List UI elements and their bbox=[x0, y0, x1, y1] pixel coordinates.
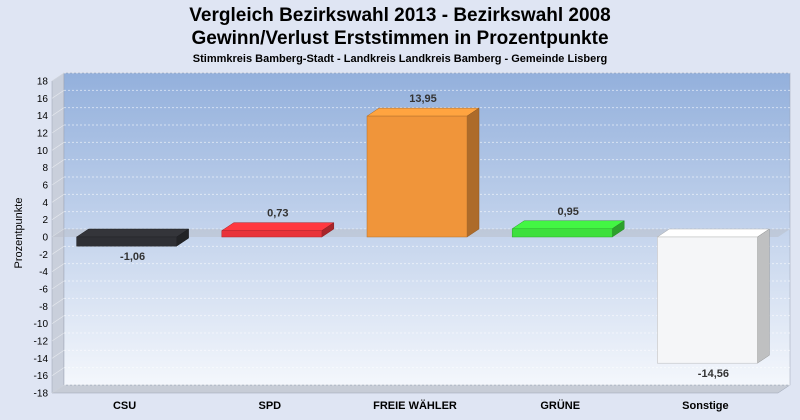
y-tick-label: 2 bbox=[42, 215, 48, 226]
bar-top-face bbox=[656, 228, 771, 238]
gridline-side bbox=[51, 211, 65, 220]
chart-subtitle: Stimmkreis Bamberg-Stadt - Landkreis Lan… bbox=[192, 53, 608, 65]
bar-front-face bbox=[657, 236, 758, 364]
bar-top-face bbox=[220, 222, 335, 231]
bar-gr-ne bbox=[511, 220, 626, 238]
gridline-side bbox=[51, 142, 65, 151]
y-tick-label: -2 bbox=[39, 250, 48, 261]
x-category-label: FREIE WÄHLER bbox=[373, 399, 457, 412]
y-tick-label: 6 bbox=[42, 181, 48, 192]
gridline-side bbox=[51, 176, 65, 186]
bar-front-face bbox=[366, 115, 468, 238]
gridline-side bbox=[51, 159, 65, 168]
gridline-side bbox=[51, 124, 65, 134]
y-tick-label: 4 bbox=[42, 198, 48, 209]
x-category-label: CSU bbox=[113, 400, 136, 412]
y-tick-label: 10 bbox=[37, 146, 49, 157]
y-tick-label: -6 bbox=[39, 285, 48, 296]
bar-value-label: -14,56 bbox=[698, 368, 729, 380]
gridline-side bbox=[51, 298, 65, 307]
bar-side-face bbox=[757, 228, 770, 364]
bar-side-face bbox=[466, 107, 480, 238]
y-tick-label: -4 bbox=[39, 267, 48, 278]
gridline-side bbox=[51, 350, 65, 359]
bar-csu bbox=[75, 228, 190, 247]
bar-value-label: 13,95 bbox=[409, 93, 437, 105]
y-tick-label: -10 bbox=[34, 319, 49, 330]
plot-floor bbox=[51, 384, 791, 394]
x-category-label: SPD bbox=[258, 400, 281, 412]
y-tick-label: -14 bbox=[34, 354, 49, 365]
gridline-side bbox=[51, 384, 65, 394]
gridline-side bbox=[51, 315, 65, 324]
y-tick-label: 8 bbox=[42, 163, 48, 174]
x-category-label: GRÜNE bbox=[540, 399, 580, 412]
gridline-side bbox=[51, 332, 65, 342]
gridline-side bbox=[51, 107, 65, 116]
y-tick-label: -12 bbox=[34, 337, 49, 348]
gridline-side bbox=[51, 263, 65, 272]
gridline-side bbox=[51, 246, 65, 255]
bar-top-face bbox=[511, 220, 626, 230]
bar-freie-w-hler bbox=[366, 107, 480, 238]
y-tick-label: -18 bbox=[34, 389, 49, 400]
chart-title-line-2: Gewinn/Verlust Erststimmen in Prozentpun… bbox=[191, 28, 609, 49]
y-tick-label: 18 bbox=[37, 77, 49, 88]
y-tick-label: 0 bbox=[42, 233, 48, 244]
chart-title: Vergleich Bezirkswahl 2013 - Bezirkswahl… bbox=[189, 5, 611, 26]
gridline-side bbox=[51, 367, 65, 376]
bar-front-face bbox=[221, 230, 323, 238]
y-tick-label: 16 bbox=[37, 94, 49, 105]
y-axis-title: Prozentpunkte bbox=[13, 198, 25, 269]
bar-value-label: 0,73 bbox=[267, 208, 288, 220]
gridline-side bbox=[51, 280, 65, 290]
y-tick-label: -8 bbox=[39, 302, 48, 313]
y-tick-label: 14 bbox=[37, 111, 49, 122]
y-tick-label: -16 bbox=[34, 371, 49, 382]
bar-sonstige bbox=[656, 228, 771, 364]
bar-value-label: -1,06 bbox=[120, 251, 145, 263]
bar-front-face bbox=[511, 228, 613, 238]
bar-value-label: 0,95 bbox=[557, 206, 578, 218]
bar-top-face bbox=[75, 228, 190, 238]
bar-front-face bbox=[76, 236, 177, 247]
gridline-side bbox=[51, 90, 65, 99]
gridline-side bbox=[51, 194, 65, 203]
gridline-side bbox=[51, 72, 65, 82]
bar-spd bbox=[220, 222, 335, 238]
bar-top-face bbox=[366, 107, 480, 117]
x-category-label: Sonstige bbox=[682, 400, 728, 412]
y-tick-label: 12 bbox=[37, 129, 49, 140]
